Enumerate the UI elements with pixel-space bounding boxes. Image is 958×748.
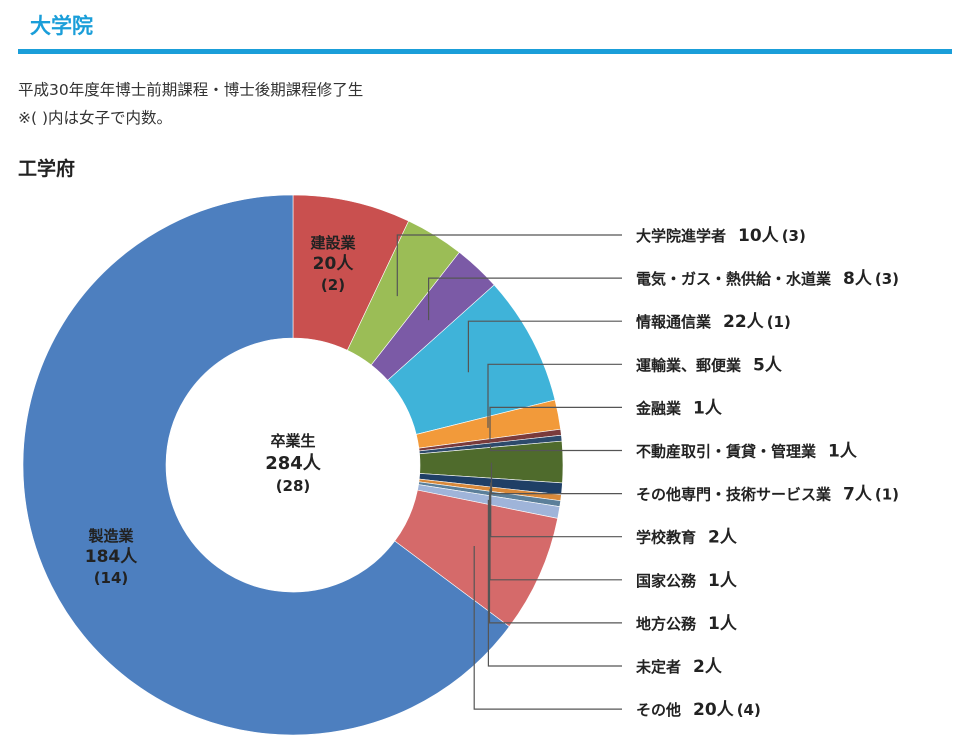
section-title: 大学院 [30, 14, 93, 38]
legend-label-name: 学校教育 [636, 529, 696, 547]
legend-labels: 大学院進学者 10人 (3)電気・ガス・熱供給・水道業 8人 (3)情報通信業 22人 (1… [635, 226, 899, 720]
leader-line-6 [489, 445, 622, 452]
legend-label-name: 不動産取引・賃貸・管理業 [636, 443, 817, 461]
legend-label-female: (3) [875, 270, 899, 288]
legend-label-name: 大学院進学者 [636, 227, 726, 245]
legend-label: 運輸業、郵便業 5人 [636, 355, 783, 375]
leader-lines [396, 234, 622, 710]
legend-label: その他 20人 (4) [636, 700, 761, 720]
leader-line-10 [488, 493, 622, 624]
inline-label-0-0: 建設業 [310, 234, 356, 252]
leader-line-8 [490, 482, 622, 538]
legend-label-name: 地方公務 [636, 615, 697, 633]
leader-line-7 [490, 462, 622, 495]
legend-label-value: 5人 [753, 355, 783, 375]
legend-label-female: (3) [782, 227, 806, 245]
legend-label-female: (1) [875, 486, 899, 504]
legend-label: 電気・ガス・熱供給・水道業 8人 (3) [636, 269, 899, 289]
legend-label-name: その他専門・技術サービス業 [636, 486, 832, 504]
legend-label-female: (1) [767, 313, 791, 331]
donut-slices [22, 194, 564, 736]
legend-label: 国家公務 1人 [636, 571, 738, 591]
legend-label-name: 未定者 [635, 658, 681, 676]
legend-label-name: 運輸業、郵便業 [636, 356, 742, 374]
legend-label-name: 情報通信業 [636, 313, 712, 331]
inline-labels: 建設業 20人 (2) 製造業 184人 (14) [85, 234, 357, 587]
center-label-line-1: 卒業生 [270, 432, 315, 450]
legend-label-value: 1人 [708, 571, 738, 591]
description-line-1: 平成30年度年博士前期課程・博士後期課程修了生 [18, 81, 364, 99]
inline-label-0-2: (2) [321, 276, 345, 294]
donut-center-label: 卒業生 284人 (28) [265, 432, 322, 495]
leader-line-2 [428, 277, 622, 321]
legend-label-value: 22人 [723, 312, 765, 332]
inline-label-13-1: 184人 [85, 547, 138, 567]
legend-label-value: 20人 [693, 700, 735, 720]
leader-line-3 [467, 320, 622, 373]
legend-label: 不動産取引・賃貸・管理業 1人 [636, 442, 858, 462]
legend-label: 金融業 1人 [635, 398, 723, 418]
leader-line-4 [487, 363, 622, 428]
leader-line-12 [473, 546, 622, 710]
legend-label-value: 8人 [843, 269, 873, 289]
description-line-2: ※( )内は女子で内数。 [18, 109, 173, 127]
leader-line-5 [489, 406, 622, 441]
center-label-line-3: (28) [276, 477, 311, 495]
inline-label-0-1: 20人 [313, 254, 355, 274]
legend-label-name: 国家公務 [636, 572, 697, 590]
legend-label-value: 7人 [843, 485, 873, 505]
center-label-line-2: 284人 [265, 453, 322, 474]
legend-label-value: 1人 [708, 614, 738, 634]
legend-label-value: 2人 [693, 657, 723, 677]
legend-label-name: その他 [636, 701, 681, 719]
legend-label-value: 2人 [708, 528, 738, 548]
legend-label: 未定者 2人 [635, 657, 723, 677]
legend-label-female: (4) [737, 701, 761, 719]
leader-line-11 [487, 499, 622, 667]
inline-label-13-0: 製造業 [87, 527, 134, 545]
legend-label: 地方公務 1人 [636, 614, 738, 634]
legend-label-value: 10人 [738, 226, 780, 246]
slice-13 [22, 194, 510, 736]
leader-line-1 [396, 234, 622, 297]
legend-label-value: 1人 [693, 398, 723, 418]
legend-label: 情報通信業 22人 (1) [636, 312, 791, 332]
legend-label-name: 電気・ガス・熱供給・水道業 [636, 270, 832, 288]
section-divider [18, 49, 952, 54]
legend-label: 大学院進学者 10人 (3) [636, 226, 806, 246]
inline-label-13-2: (14) [94, 569, 129, 587]
legend-label: その他専門・技術サービス業 7人 (1) [636, 485, 899, 505]
legend-label-name: 金融業 [635, 399, 682, 417]
legend-label-value: 1人 [828, 442, 858, 462]
legend-label: 学校教育 2人 [636, 528, 738, 548]
chart-heading: 工学府 [18, 158, 76, 180]
